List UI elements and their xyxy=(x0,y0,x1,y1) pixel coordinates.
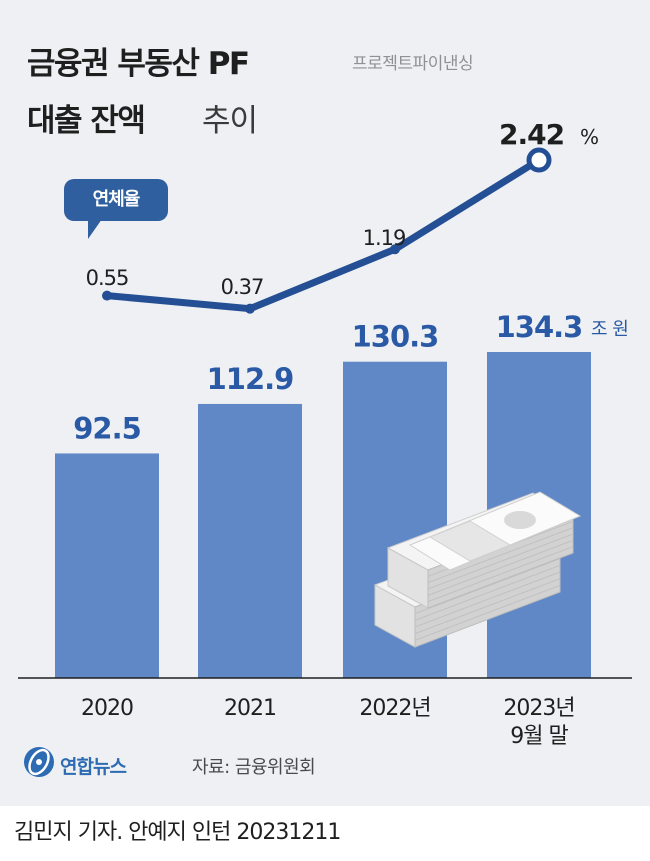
delinquency-rate-line xyxy=(103,156,543,313)
chart-title-subtitle: 프로젝트파이낸싱 xyxy=(352,54,474,74)
byline: 김민지 기자. 안예지 인턴 20231211 xyxy=(14,820,341,845)
bar-value-label-1: 92.5 xyxy=(73,411,141,445)
money-stack-illustration xyxy=(373,491,582,648)
line-value-label-1: 0.55 xyxy=(86,266,129,290)
line-unit-label: % xyxy=(580,125,599,149)
line-point-4 xyxy=(526,147,552,173)
x-tick-label-4: 2023년 9월 말 xyxy=(503,696,574,749)
bar-unit-label: 조 원 xyxy=(591,319,628,340)
bar-value-label-2: 112.9 xyxy=(207,362,294,396)
line-value-label-4: 2.42 xyxy=(499,118,564,151)
line-value-label-3: 1.19 xyxy=(363,226,406,250)
bar-value-label-4: 134.3 xyxy=(496,310,583,344)
bubble-tail xyxy=(88,219,102,239)
bar-2 xyxy=(198,403,302,678)
chart-area: 92.5 112.9 130.3 134.3 조 원 2020 2021 2022년 2023년… xyxy=(18,118,632,749)
bar-value-label-3: 130.3 xyxy=(352,320,439,354)
yonhap-logo-text: 연합뉴스 xyxy=(60,756,127,778)
line-point-1 xyxy=(102,290,112,301)
chart-title-line2: 대출 잔액 xyxy=(27,103,146,139)
x-tick-label-1: 2020 xyxy=(81,696,133,721)
line-point-2 xyxy=(245,303,255,314)
line-value-label-2: 0.37 xyxy=(221,275,264,299)
x-tick-label-3: 2022년 xyxy=(359,696,430,721)
x-tick-label-2: 2021 xyxy=(224,696,276,721)
delinquency-rate-bubble: 연체율 xyxy=(64,179,168,221)
bar-1 xyxy=(55,453,159,678)
chart-title-line2-light: 추이 xyxy=(202,103,258,139)
line-point-3 xyxy=(390,244,400,255)
source-note: 자료: 금융위원회 xyxy=(192,757,316,778)
chart-title-line1: 금융권 부동산 PF xyxy=(27,46,250,82)
yonhap-logo-icon xyxy=(24,747,54,777)
